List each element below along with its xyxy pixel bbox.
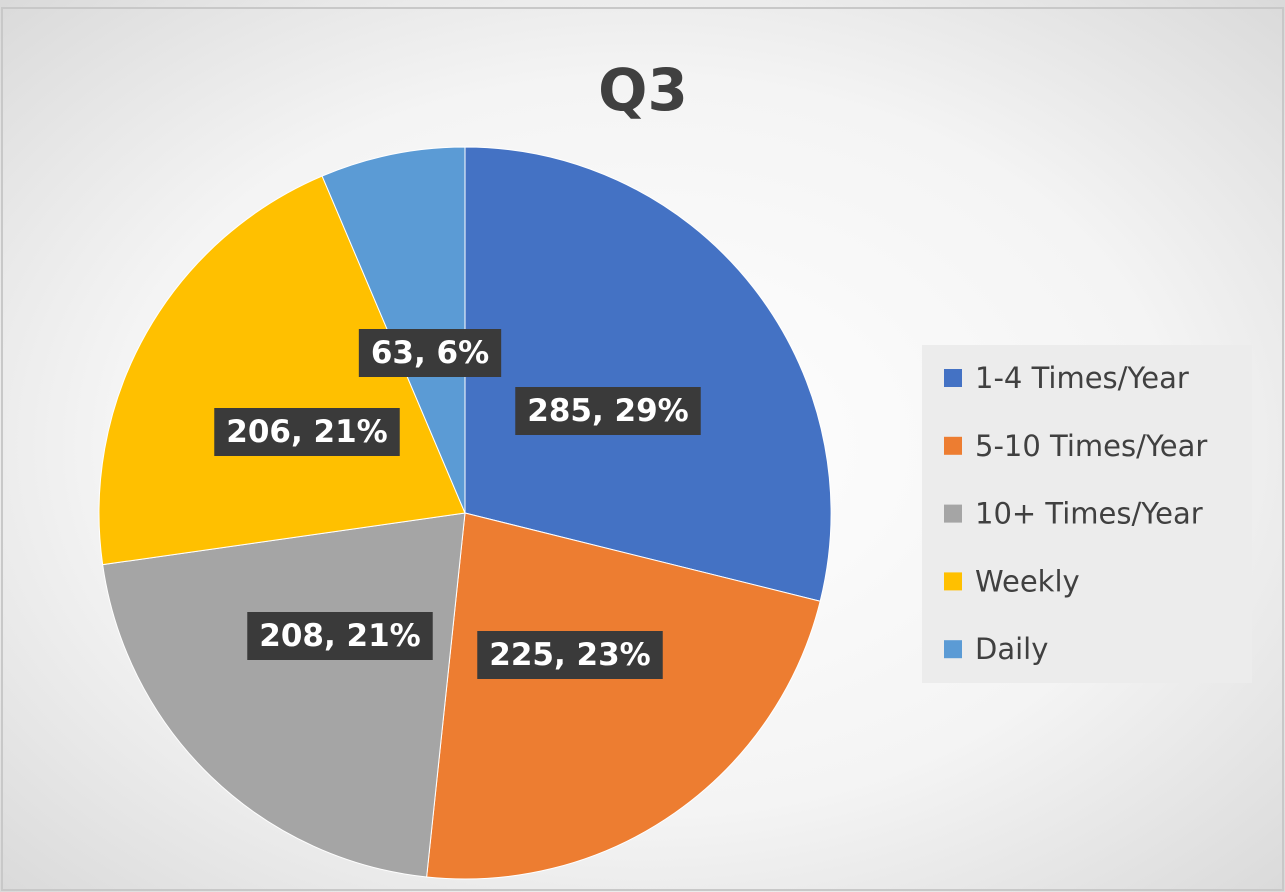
legend-label: Weekly xyxy=(975,564,1080,598)
pie-slice xyxy=(464,146,832,602)
legend-swatch xyxy=(944,369,962,387)
data-label: 63, 6% xyxy=(371,335,489,371)
chart-border xyxy=(1,7,1284,891)
data-label-group: 225, 23% xyxy=(477,631,663,679)
legend-swatch xyxy=(944,436,962,455)
chart-title: Q3 xyxy=(598,56,688,124)
pie-slice xyxy=(426,512,821,880)
data-label: 225, 23% xyxy=(489,637,650,673)
data-label-group: 206, 21% xyxy=(214,408,400,456)
data-label-box xyxy=(214,408,400,456)
data-label: 206, 21% xyxy=(226,414,387,450)
legend-label: Daily xyxy=(975,632,1048,666)
data-label-group: 285, 29% xyxy=(515,387,701,435)
data-label-box xyxy=(358,329,502,377)
legend-label: 5-10 Times/Year xyxy=(975,429,1207,463)
data-label-box xyxy=(247,612,433,660)
pie-slice xyxy=(102,512,466,878)
legend-swatch xyxy=(944,572,962,591)
data-label-box xyxy=(477,631,663,679)
legend-label: 1-4 Times/Year xyxy=(975,361,1189,395)
legend-label: 10+ Times/Year xyxy=(975,497,1203,531)
data-label: 208, 21% xyxy=(259,618,420,654)
legend-swatch xyxy=(944,640,962,659)
data-label-box xyxy=(515,387,701,435)
legend-swatch xyxy=(944,504,962,523)
data-label: 285, 29% xyxy=(527,393,688,429)
data-label-group: 63, 6% xyxy=(358,329,502,377)
data-label-group: 208, 21% xyxy=(247,612,433,660)
legend xyxy=(922,345,1252,683)
pie-slice xyxy=(98,175,466,566)
